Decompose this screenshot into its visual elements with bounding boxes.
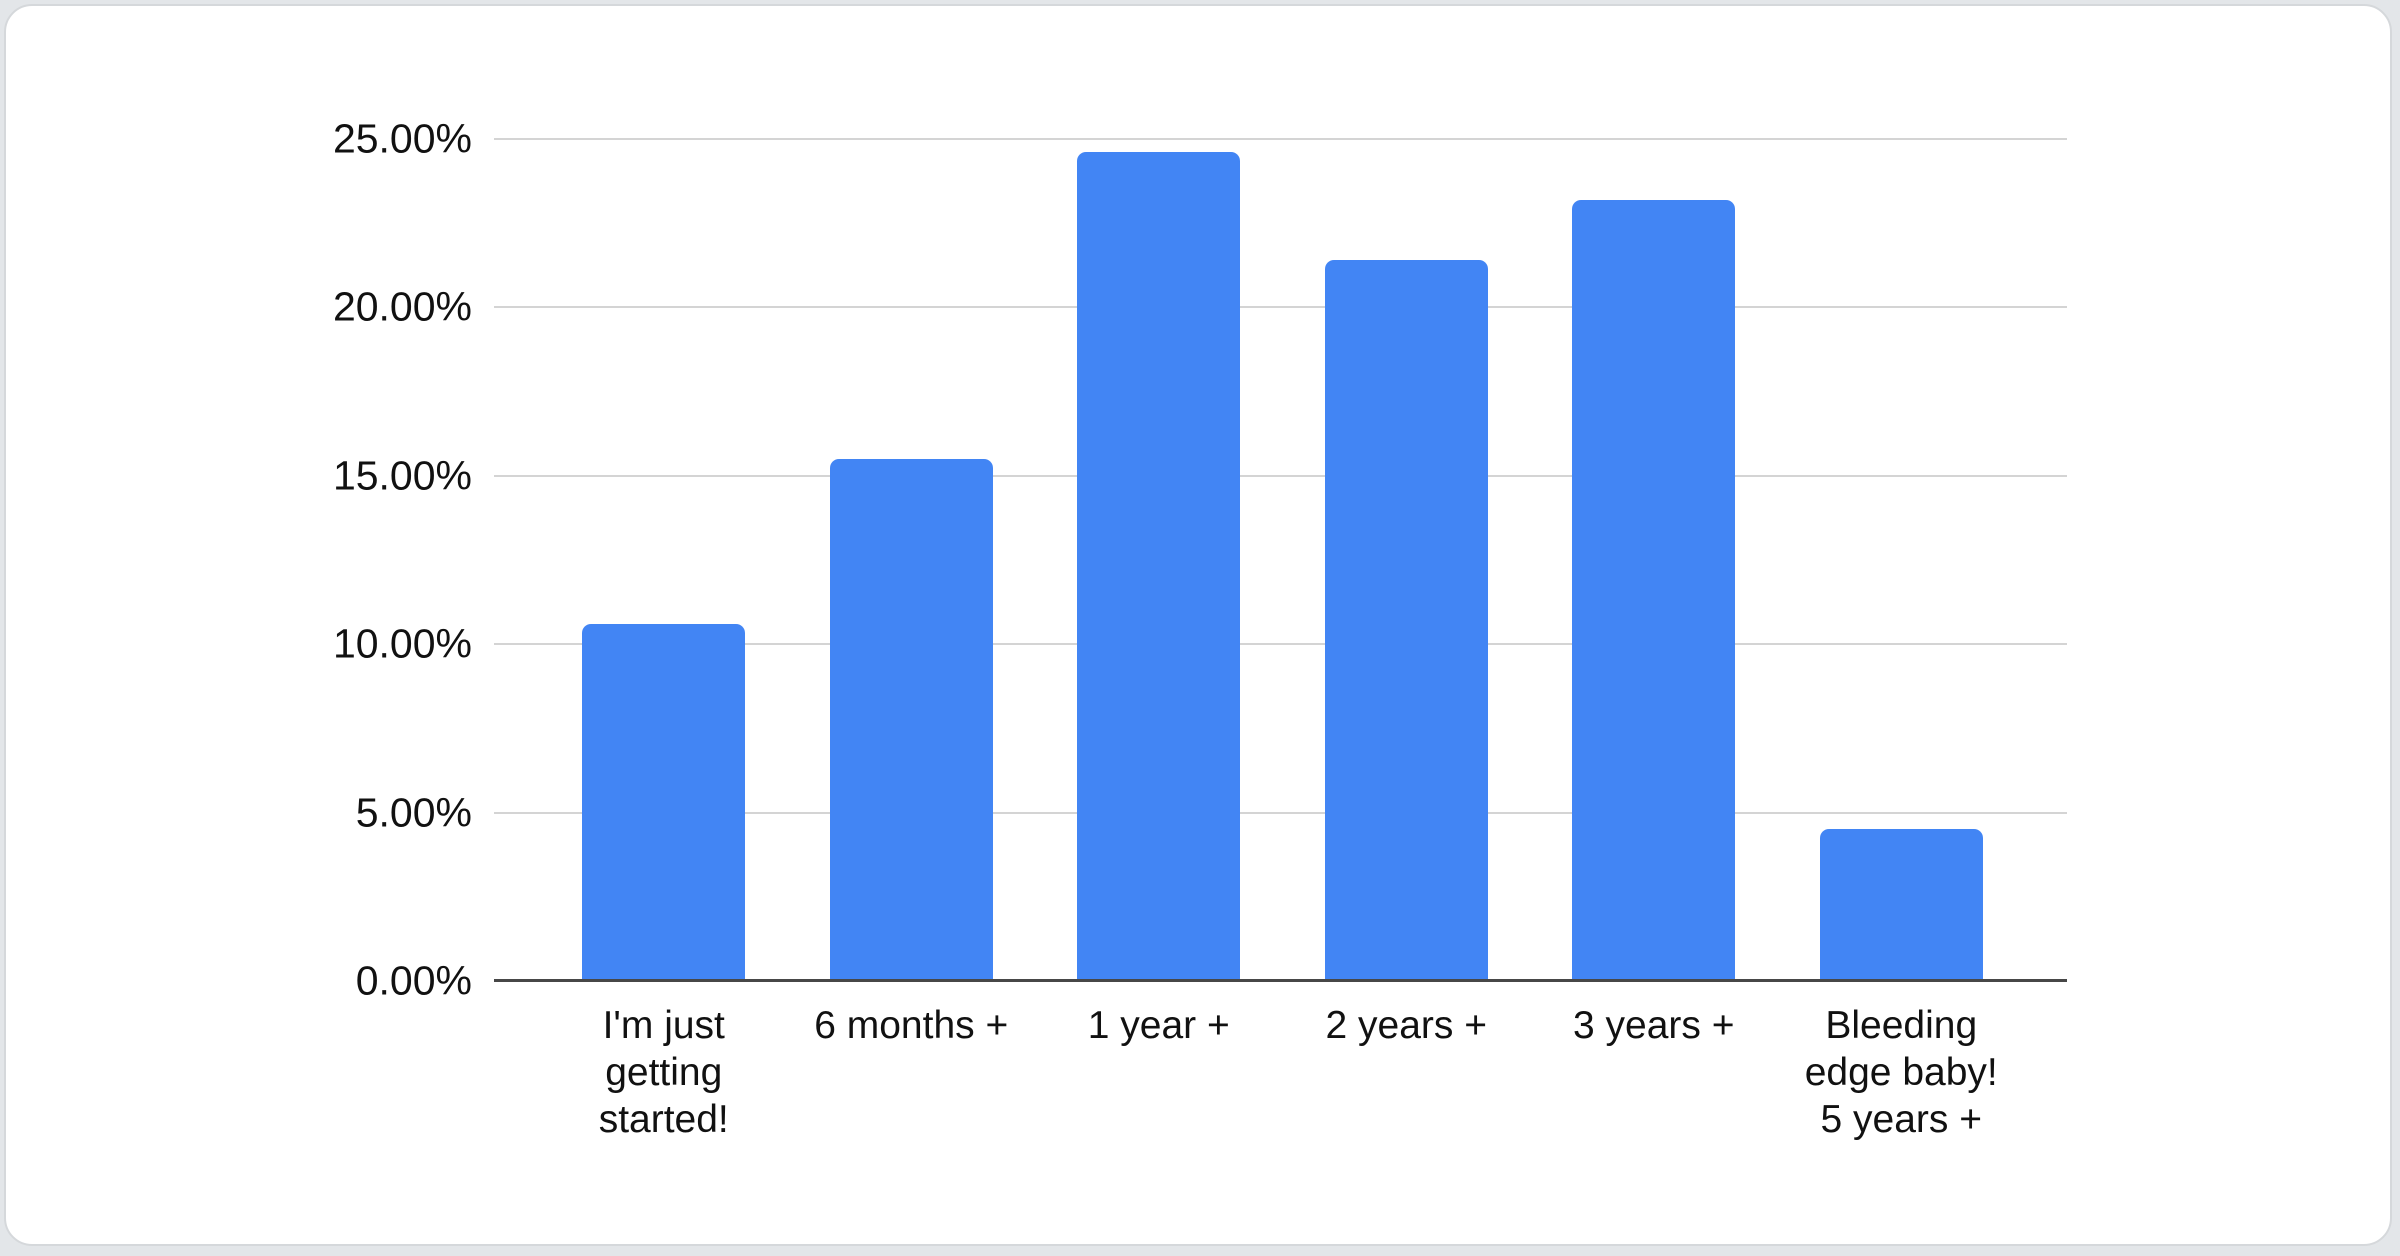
y-tick-label: 10.00% <box>332 620 472 667</box>
x-axis-label-line: edge baby! <box>1804 1051 1998 1094</box>
x-axis-label: 3 years + <box>1494 1002 1814 1049</box>
y-tick-label: 25.00% <box>332 115 472 162</box>
x-axis-label-line: getting <box>605 1051 723 1094</box>
x-axis-label-line: 6 months + <box>814 1004 1009 1047</box>
x-axis-label-line: started! <box>598 1098 729 1141</box>
x-axis-label-line: Bleeding <box>1825 1004 1978 1047</box>
x-axis-label: 1 year + <box>999 1002 1319 1049</box>
gridline <box>494 306 2067 309</box>
y-tick-label: 0.00% <box>355 957 472 1004</box>
gridline <box>494 811 2067 814</box>
gridline <box>494 138 2067 140</box>
bar-1[interactable] <box>582 623 746 981</box>
x-axis-label-line: 5 years + <box>1820 1098 1982 1141</box>
x-axis-label: 2 years + <box>1246 1002 1566 1049</box>
x-axis-label: Bleeding edge baby! 5 years + <box>1741 1002 2061 1143</box>
gridline <box>494 643 2067 646</box>
bar-3[interactable] <box>1077 152 1241 981</box>
y-tick-label: 15.00% <box>332 452 472 499</box>
bar-4[interactable] <box>1324 260 1488 981</box>
x-axis-label: I'm just getting started! <box>504 1002 824 1143</box>
x-axis-label-line: 2 years + <box>1325 1004 1487 1047</box>
x-axis-label-line: 3 years + <box>1572 1004 1735 1047</box>
bar-2[interactable] <box>829 458 993 981</box>
bar-5[interactable] <box>1572 199 1736 981</box>
baseline <box>494 979 2067 982</box>
y-tick-label: 5.00% <box>355 789 472 836</box>
x-axis-label-line: 1 year + <box>1087 1004 1230 1047</box>
gridline <box>494 474 2067 477</box>
x-axis-label-line: I'm just <box>602 1004 725 1047</box>
y-tick-label: 20.00% <box>332 283 472 330</box>
bar-6[interactable] <box>1819 829 1983 981</box>
x-axis-label: 6 months + <box>751 1002 1071 1049</box>
